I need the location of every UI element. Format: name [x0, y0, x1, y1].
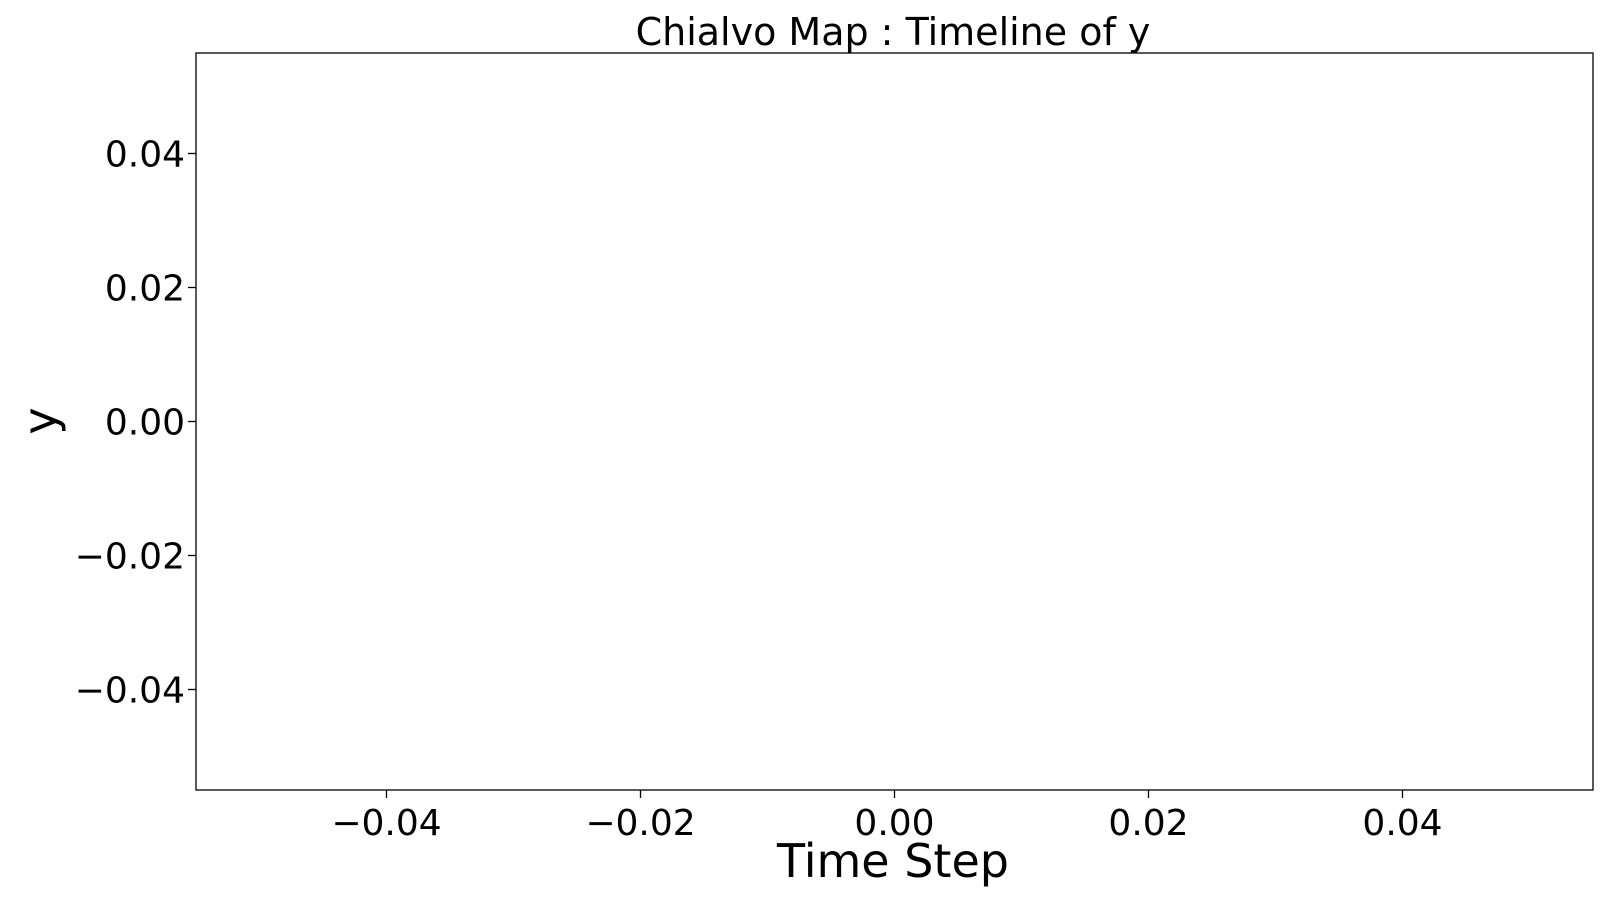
y-tick-label: 0.00	[105, 403, 185, 444]
y-tick-label: −0.02	[75, 537, 185, 578]
chart-title: Chialvo Map : Timeline of y	[636, 10, 1151, 54]
x-axis-label: Time Step	[776, 834, 1009, 888]
x-tick-label: −0.02	[585, 803, 695, 844]
plot-area-frame	[195, 52, 1594, 791]
x-tick-label: 0.00	[854, 803, 934, 844]
y-tick-label: 0.04	[105, 135, 185, 176]
y-tick-label: −0.04	[75, 671, 185, 712]
x-tick-label: −0.04	[331, 803, 441, 844]
y-axis-label: y	[13, 407, 67, 434]
x-tick-label: 0.04	[1362, 803, 1442, 844]
y-tick-label: 0.02	[105, 269, 185, 310]
x-tick-label: 0.02	[1108, 803, 1188, 844]
y-axis-ticks: −0.04 −0.02 0.00 0.02 0.04	[75, 135, 196, 712]
x-axis-ticks: −0.04 −0.02 0.00 0.02 0.04	[331, 790, 1443, 844]
